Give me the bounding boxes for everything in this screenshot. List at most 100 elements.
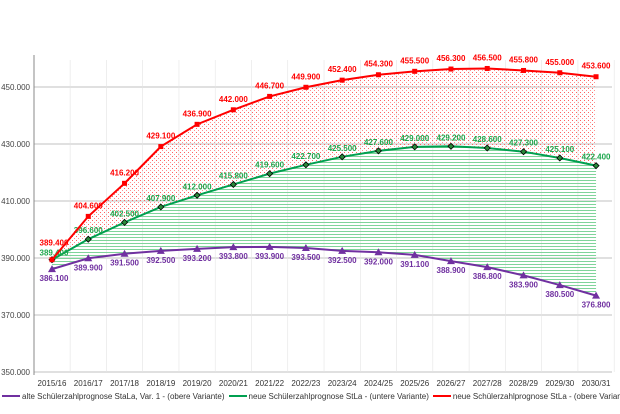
data-point xyxy=(120,249,129,257)
x-tick-label: 2020/21 xyxy=(219,379,248,388)
data-label: 393.900 xyxy=(255,252,284,261)
data-point xyxy=(229,180,237,189)
data-point xyxy=(448,66,454,72)
legend-label: alte Schülerzahlprognose StaLa, Var. 1 -… xyxy=(22,391,225,401)
x-tick-label: 2027/28 xyxy=(473,379,502,388)
data-point xyxy=(84,254,93,262)
data-point xyxy=(122,180,128,186)
data-label: 427.600 xyxy=(364,138,393,147)
legend-swatch xyxy=(432,395,451,397)
x-tick-label: 2028/29 xyxy=(509,379,538,388)
data-label: 427.300 xyxy=(509,139,538,148)
data-point xyxy=(266,170,274,178)
data-point xyxy=(519,271,528,279)
data-label: 456.500 xyxy=(473,53,502,62)
data-point xyxy=(555,281,564,289)
data-point xyxy=(519,148,528,156)
data-label: 455.000 xyxy=(545,58,574,67)
data-point xyxy=(484,65,490,71)
data-point xyxy=(521,67,527,73)
data-label: 454.300 xyxy=(364,60,393,69)
x-tick-label: 2018/19 xyxy=(146,379,175,388)
data-point xyxy=(411,143,419,151)
x-tick-label: 2029/30 xyxy=(545,379,574,388)
data-label: 429.200 xyxy=(437,133,466,142)
data-label: 449.900 xyxy=(291,72,320,81)
data-point xyxy=(158,144,164,150)
legend-item: alte Schülerzahlprognose StaLa, Var. 1 -… xyxy=(2,392,225,401)
data-label: 428.600 xyxy=(473,135,502,144)
data-point xyxy=(265,242,274,250)
data-label: 380.500 xyxy=(545,290,574,299)
data-label: 446.700 xyxy=(255,81,284,90)
area-green-purple xyxy=(52,146,597,296)
data-point xyxy=(302,161,310,169)
data-label: 388.900 xyxy=(437,266,466,275)
data-point xyxy=(267,93,273,99)
legend-swatch xyxy=(2,395,20,397)
x-tick-label: 2016/17 xyxy=(74,379,103,388)
x-tick-label: 2022/23 xyxy=(291,379,320,388)
data-label: 419.600 xyxy=(255,161,284,170)
x-tick-label: 2026/27 xyxy=(437,379,466,388)
data-point xyxy=(446,257,455,265)
data-label: 455.800 xyxy=(509,55,538,64)
data-label: 389.400 xyxy=(40,239,69,248)
data-point xyxy=(48,265,56,273)
data-label: 415.800 xyxy=(219,171,248,180)
data-point xyxy=(120,218,129,226)
data-label: 389.900 xyxy=(74,263,103,272)
data-label: 393.500 xyxy=(291,253,320,262)
data-label: 422.700 xyxy=(291,152,320,161)
y-tick-label: 410.000 xyxy=(1,197,30,206)
x-tick-label: 2023/24 xyxy=(328,379,357,388)
data-label: 425.500 xyxy=(328,144,357,153)
data-label: 412.000 xyxy=(183,182,212,191)
data-point xyxy=(483,144,491,152)
data-label: 429.000 xyxy=(400,134,429,143)
data-point xyxy=(592,291,601,299)
data-label: 453.600 xyxy=(582,62,611,71)
data-label: 391.100 xyxy=(400,260,429,269)
data-label: 429.100 xyxy=(146,132,175,141)
data-point xyxy=(374,147,382,155)
data-label: 436.900 xyxy=(183,109,212,118)
data-label: 392.500 xyxy=(146,256,175,265)
x-tick-label: 2025/26 xyxy=(400,379,429,388)
y-tick-label: 430.000 xyxy=(1,140,30,149)
data-point xyxy=(339,77,345,83)
x-tick-label: 2021/22 xyxy=(255,379,284,388)
data-point xyxy=(157,203,165,211)
data-label: 442.000 xyxy=(219,95,248,104)
legend-label: neue Schülerzahlprognose StLa - (untere … xyxy=(248,391,429,401)
y-tick-label: 370.000 xyxy=(1,311,30,320)
legend-swatch xyxy=(228,395,247,397)
data-label: 391.500 xyxy=(110,259,139,268)
data-label: 416.200 xyxy=(110,168,139,177)
legend-label: neue Schülerzahlprognose StLa - (obere V… xyxy=(452,391,620,401)
data-point xyxy=(229,243,238,251)
legend-item: neue Schülerzahlprognose StLa - (untere … xyxy=(228,391,429,401)
x-tick-label: 2024/25 xyxy=(364,379,393,388)
data-point xyxy=(303,84,309,90)
data-label: 393.800 xyxy=(219,252,248,261)
series-line xyxy=(51,245,597,297)
data-label: 402.500 xyxy=(110,209,139,218)
data-label: 404.600 xyxy=(74,201,103,210)
data-point xyxy=(193,244,202,252)
data-point xyxy=(230,107,236,113)
x-tick-label: 2017/18 xyxy=(110,379,139,388)
area-red-green xyxy=(52,68,597,260)
data-label: 407.900 xyxy=(146,194,175,203)
data-label: 396.600 xyxy=(74,226,103,235)
data-point xyxy=(338,246,347,254)
data-label: 389.400 xyxy=(40,249,69,258)
data-point xyxy=(301,244,310,252)
data-label: 425.100 xyxy=(545,145,574,154)
data-point xyxy=(593,74,599,80)
x-tick-label: 2015/16 xyxy=(38,379,67,388)
data-point xyxy=(338,153,346,161)
legend: alte Schülerzahlprognose StaLa, Var. 1 -… xyxy=(0,390,620,401)
data-label: 376.800 xyxy=(582,301,611,310)
data-label: 456.300 xyxy=(437,54,466,63)
